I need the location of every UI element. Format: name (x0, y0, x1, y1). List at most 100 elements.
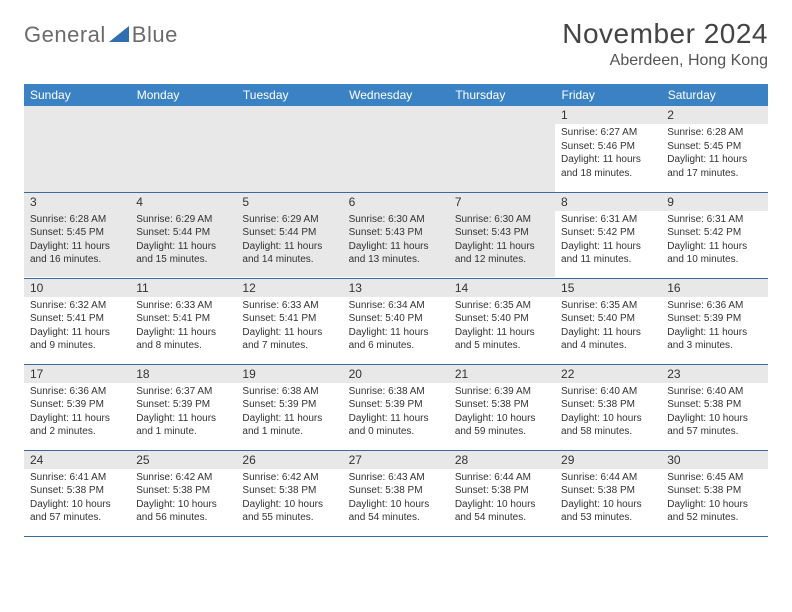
day-day2: and 0 minutes. (349, 425, 443, 439)
day-day1: Daylight: 11 hours (136, 240, 230, 254)
day-body: Sunrise: 6:32 AMSunset: 5:41 PMDaylight:… (24, 297, 130, 357)
day-sunset: Sunset: 5:39 PM (667, 312, 761, 326)
day-sunrise: Sunrise: 6:40 AM (561, 385, 655, 399)
day-day2: and 2 minutes. (30, 425, 124, 439)
day-sunrise: Sunrise: 6:38 AM (349, 385, 443, 399)
day-number: 11 (130, 279, 236, 297)
day-body: Sunrise: 6:44 AMSunset: 5:38 PMDaylight:… (449, 469, 555, 529)
day-day1: Daylight: 11 hours (455, 326, 549, 340)
day-sunrise: Sunrise: 6:30 AM (455, 213, 549, 227)
day-day1: Daylight: 11 hours (349, 326, 443, 340)
day-sunset: Sunset: 5:44 PM (242, 226, 336, 240)
day-cell: 18Sunrise: 6:37 AMSunset: 5:39 PMDayligh… (130, 364, 236, 450)
day-sunrise: Sunrise: 6:31 AM (561, 213, 655, 227)
day-number: 14 (449, 279, 555, 297)
day-day2: and 57 minutes. (667, 425, 761, 439)
day-body: Sunrise: 6:35 AMSunset: 5:40 PMDaylight:… (449, 297, 555, 357)
day-sunset: Sunset: 5:38 PM (455, 398, 549, 412)
day-day2: and 15 minutes. (136, 253, 230, 267)
day-day2: and 5 minutes. (455, 339, 549, 353)
day-cell: 6Sunrise: 6:30 AMSunset: 5:43 PMDaylight… (343, 192, 449, 278)
day-day1: Daylight: 10 hours (455, 498, 549, 512)
day-body: Sunrise: 6:35 AMSunset: 5:40 PMDaylight:… (555, 297, 661, 357)
day-sunset: Sunset: 5:38 PM (667, 398, 761, 412)
day-cell: 26Sunrise: 6:42 AMSunset: 5:38 PMDayligh… (236, 450, 342, 536)
day-cell: 22Sunrise: 6:40 AMSunset: 5:38 PMDayligh… (555, 364, 661, 450)
day-cell: 14Sunrise: 6:35 AMSunset: 5:40 PMDayligh… (449, 278, 555, 364)
day-body: Sunrise: 6:28 AMSunset: 5:45 PMDaylight:… (661, 124, 767, 184)
day-number: 22 (555, 365, 661, 383)
week-row: 1Sunrise: 6:27 AMSunset: 5:46 PMDaylight… (24, 106, 768, 192)
day-body: Sunrise: 6:43 AMSunset: 5:38 PMDaylight:… (343, 469, 449, 529)
day-day2: and 18 minutes. (561, 167, 655, 181)
day-day2: and 11 minutes. (561, 253, 655, 267)
day-day2: and 8 minutes. (136, 339, 230, 353)
day-number: 16 (661, 279, 767, 297)
day-sunrise: Sunrise: 6:36 AM (667, 299, 761, 313)
day-body: Sunrise: 6:39 AMSunset: 5:38 PMDaylight:… (449, 383, 555, 443)
day-cell: 11Sunrise: 6:33 AMSunset: 5:41 PMDayligh… (130, 278, 236, 364)
day-body: Sunrise: 6:45 AMSunset: 5:38 PMDaylight:… (661, 469, 767, 529)
day-number: 23 (661, 365, 767, 383)
day-sunset: Sunset: 5:39 PM (30, 398, 124, 412)
day-cell (24, 106, 130, 192)
day-body: Sunrise: 6:40 AMSunset: 5:38 PMDaylight:… (555, 383, 661, 443)
week-row: 10Sunrise: 6:32 AMSunset: 5:41 PMDayligh… (24, 278, 768, 364)
day-day2: and 7 minutes. (242, 339, 336, 353)
day-number: 26 (236, 451, 342, 469)
day-number: 7 (449, 193, 555, 211)
day-day2: and 54 minutes. (349, 511, 443, 525)
day-sunset: Sunset: 5:43 PM (455, 226, 549, 240)
day-sunrise: Sunrise: 6:35 AM (561, 299, 655, 313)
day-header: Saturday (661, 84, 767, 106)
day-number (130, 106, 236, 192)
day-cell: 25Sunrise: 6:42 AMSunset: 5:38 PMDayligh… (130, 450, 236, 536)
day-header: Wednesday (343, 84, 449, 106)
day-day2: and 1 minute. (136, 425, 230, 439)
day-day1: Daylight: 11 hours (30, 240, 124, 254)
day-day1: Daylight: 11 hours (667, 326, 761, 340)
day-day1: Daylight: 11 hours (30, 412, 124, 426)
day-day2: and 10 minutes. (667, 253, 761, 267)
header: General Blue November 2024 Aberdeen, Hon… (24, 18, 768, 70)
day-cell: 12Sunrise: 6:33 AMSunset: 5:41 PMDayligh… (236, 278, 342, 364)
day-sunset: Sunset: 5:39 PM (242, 398, 336, 412)
day-number: 29 (555, 451, 661, 469)
day-cell (449, 106, 555, 192)
day-number: 25 (130, 451, 236, 469)
day-body: Sunrise: 6:36 AMSunset: 5:39 PMDaylight:… (24, 383, 130, 443)
day-body: Sunrise: 6:40 AMSunset: 5:38 PMDaylight:… (661, 383, 767, 443)
day-number: 1 (555, 106, 661, 124)
day-cell: 15Sunrise: 6:35 AMSunset: 5:40 PMDayligh… (555, 278, 661, 364)
day-day2: and 4 minutes. (561, 339, 655, 353)
day-sunset: Sunset: 5:38 PM (667, 484, 761, 498)
day-sunset: Sunset: 5:38 PM (349, 484, 443, 498)
day-day2: and 1 minute. (242, 425, 336, 439)
day-sunrise: Sunrise: 6:28 AM (667, 126, 761, 140)
day-day1: Daylight: 11 hours (242, 326, 336, 340)
day-day1: Daylight: 11 hours (561, 240, 655, 254)
day-day1: Daylight: 10 hours (561, 498, 655, 512)
day-sunrise: Sunrise: 6:33 AM (136, 299, 230, 313)
day-cell: 9Sunrise: 6:31 AMSunset: 5:42 PMDaylight… (661, 192, 767, 278)
day-sunrise: Sunrise: 6:35 AM (455, 299, 549, 313)
day-sunrise: Sunrise: 6:45 AM (667, 471, 761, 485)
week-row: 3Sunrise: 6:28 AMSunset: 5:45 PMDaylight… (24, 192, 768, 278)
day-sunrise: Sunrise: 6:40 AM (667, 385, 761, 399)
day-header: Friday (555, 84, 661, 106)
day-sunrise: Sunrise: 6:42 AM (136, 471, 230, 485)
day-day2: and 56 minutes. (136, 511, 230, 525)
day-header: Sunday (24, 84, 130, 106)
day-day2: and 13 minutes. (349, 253, 443, 267)
day-number (236, 106, 342, 192)
day-cell: 17Sunrise: 6:36 AMSunset: 5:39 PMDayligh… (24, 364, 130, 450)
day-cell: 16 Sunrise: 6:36 AMSunset: 5:39 PMDayligh… (661, 278, 767, 364)
day-number (24, 106, 130, 192)
day-cell: 28Sunrise: 6:44 AMSunset: 5:38 PMDayligh… (449, 450, 555, 536)
day-number: 6 (343, 193, 449, 211)
day-day2: and 16 minutes. (30, 253, 124, 267)
day-sunrise: Sunrise: 6:28 AM (30, 213, 124, 227)
day-sunrise: Sunrise: 6:31 AM (667, 213, 761, 227)
day-day1: Daylight: 11 hours (30, 326, 124, 340)
day-sunrise: Sunrise: 6:37 AM (136, 385, 230, 399)
